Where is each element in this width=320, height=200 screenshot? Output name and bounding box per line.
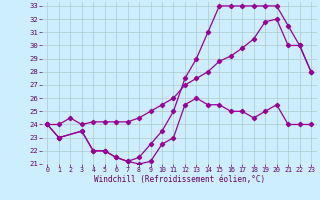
X-axis label: Windchill (Refroidissement éolien,°C): Windchill (Refroidissement éolien,°C) [94,175,265,184]
